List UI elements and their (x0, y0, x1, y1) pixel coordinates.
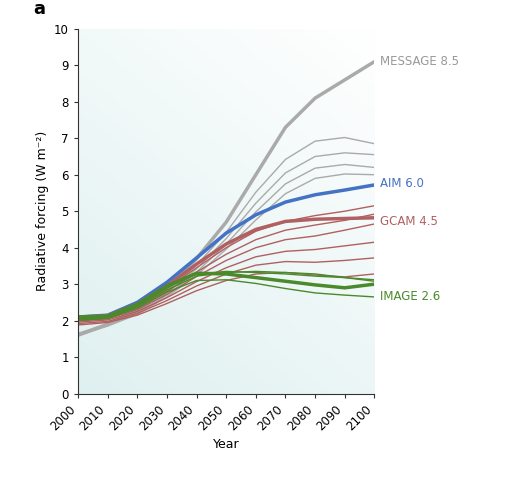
Text: AIM 6.0: AIM 6.0 (380, 177, 424, 191)
X-axis label: Year: Year (213, 438, 240, 451)
Text: IMAGE 2.6: IMAGE 2.6 (380, 290, 440, 303)
Text: GCAM 4.5: GCAM 4.5 (380, 215, 438, 228)
Text: MESSAGE 8.5: MESSAGE 8.5 (380, 55, 459, 68)
Y-axis label: Radiative forcing (W m⁻²): Radiative forcing (W m⁻²) (35, 131, 48, 291)
Text: a: a (34, 0, 46, 18)
